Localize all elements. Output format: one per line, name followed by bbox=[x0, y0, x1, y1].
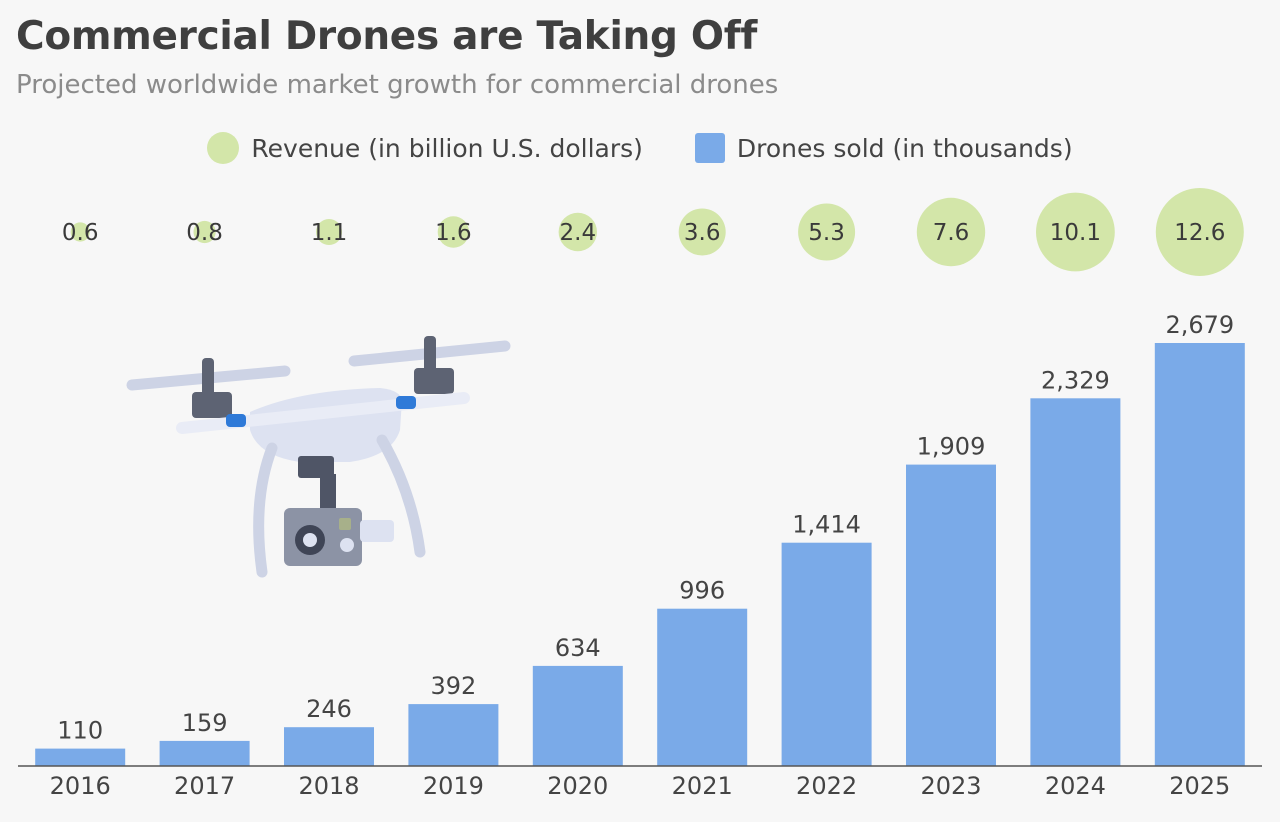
revenue-value-label: 7.6 bbox=[933, 220, 970, 246]
led-light bbox=[396, 396, 416, 409]
rotor-shaft bbox=[424, 336, 436, 376]
bar-value-label: 996 bbox=[679, 577, 725, 605]
legend-revenue-swatch bbox=[207, 132, 240, 164]
bar-value-label: 1,909 bbox=[917, 433, 986, 461]
x-tick-label: 2025 bbox=[1169, 772, 1230, 800]
motor bbox=[192, 392, 232, 418]
revenue-bubble-2024 bbox=[1036, 192, 1115, 272]
bar-2022 bbox=[781, 542, 872, 766]
bar-value-label: 392 bbox=[430, 672, 476, 700]
revenue-value-label: 10.1 bbox=[1050, 220, 1101, 246]
bar-value-label: 1,414 bbox=[792, 511, 861, 539]
bar-2016 bbox=[35, 748, 126, 766]
legend-item-revenue: Revenue (in billion U.S. dollars) bbox=[207, 132, 643, 164]
revenue-bubble-2021 bbox=[678, 208, 726, 256]
gimbal-arm bbox=[320, 474, 336, 514]
bar-value-label: 634 bbox=[555, 634, 601, 662]
x-tick-label: 2019 bbox=[423, 772, 484, 800]
bar-value-label: 2,329 bbox=[1041, 366, 1110, 394]
camera-dot bbox=[340, 538, 354, 552]
gimbal-mount bbox=[298, 456, 334, 478]
bar-value-label: 110 bbox=[57, 717, 103, 745]
bar-value-label: 159 bbox=[182, 709, 228, 737]
revenue-value-label: 1.6 bbox=[435, 220, 472, 246]
revenue-value-label: 3.6 bbox=[684, 220, 721, 246]
x-tick-label: 2016 bbox=[50, 772, 111, 800]
revenue-value-label: 1.1 bbox=[311, 220, 348, 246]
revenue-bubble-2023 bbox=[916, 197, 986, 267]
bar-2021 bbox=[657, 608, 748, 766]
revenue-bubble-2019 bbox=[437, 216, 470, 248]
legend-item-drones: Drones sold (in thousands) bbox=[694, 133, 1073, 163]
bar-value-label: 246 bbox=[306, 695, 352, 723]
revenue-bubble-2018 bbox=[316, 219, 342, 245]
rotor-shaft bbox=[202, 358, 214, 398]
x-tick-label: 2022 bbox=[796, 772, 857, 800]
revenue-bubble-2017 bbox=[193, 220, 216, 244]
camera-lens-inner bbox=[303, 533, 317, 547]
x-axis-ticks: 2016 2017 2018 2019 2020 2021 2022 2023 2024 2025 bbox=[50, 772, 1231, 800]
bar-value-label: 2,679 bbox=[1165, 311, 1234, 339]
x-tick-label: 2021 bbox=[672, 772, 733, 800]
camera-indicator bbox=[339, 518, 351, 530]
camera-side bbox=[360, 520, 394, 542]
chart-title: Commercial Drones are Taking Off bbox=[16, 14, 758, 59]
led-light bbox=[226, 414, 246, 427]
legend: Revenue (in billion U.S. dollars) Drones… bbox=[0, 132, 1280, 164]
revenue-bubble-2020 bbox=[558, 212, 597, 252]
landing-leg bbox=[376, 434, 426, 558]
chart-subtitle: Projected worldwide market growth for co… bbox=[16, 70, 779, 100]
x-tick-label: 2018 bbox=[298, 772, 359, 800]
revenue-bubble-2016 bbox=[70, 222, 90, 242]
bar-2025 bbox=[1154, 343, 1245, 766]
bar-2018 bbox=[284, 727, 374, 766]
bar-2019 bbox=[408, 704, 499, 766]
bar-2024 bbox=[1030, 398, 1121, 766]
bar-2023 bbox=[906, 464, 996, 766]
revenue-value-label: 0.8 bbox=[186, 220, 223, 246]
revenue-bubbles: 0.6 0.8 1.1 1.6 2.4 3.6 5.3 7.6 10.1 12.6 bbox=[62, 188, 1244, 276]
revenue-value-label: 5.3 bbox=[808, 220, 845, 246]
legend-drones-label: Drones sold (in thousands) bbox=[736, 133, 1073, 163]
x-tick-label: 2024 bbox=[1045, 772, 1106, 800]
revenue-value-label: 12.6 bbox=[1174, 220, 1225, 246]
drone-illustration bbox=[126, 336, 511, 578]
revenue-bubble-2022 bbox=[798, 203, 856, 261]
revenue-value-label: 2.4 bbox=[560, 220, 597, 246]
x-tick-label: 2023 bbox=[920, 772, 981, 800]
motor bbox=[414, 368, 454, 394]
bar-2017 bbox=[159, 740, 250, 766]
drone-bars: 110 159 246 392 634 996 1,414 1,909 2,329 2,679 bbox=[35, 311, 1245, 766]
x-tick-label: 2020 bbox=[547, 772, 608, 800]
revenue-value-label: 0.6 bbox=[62, 220, 99, 246]
legend-revenue-label: Revenue (in billion U.S. dollars) bbox=[251, 133, 643, 163]
revenue-bubble-2025 bbox=[1155, 188, 1244, 276]
bar-2020 bbox=[532, 665, 623, 766]
x-tick-label: 2017 bbox=[174, 772, 235, 800]
legend-drones-swatch bbox=[694, 133, 725, 163]
landing-leg bbox=[253, 442, 278, 578]
